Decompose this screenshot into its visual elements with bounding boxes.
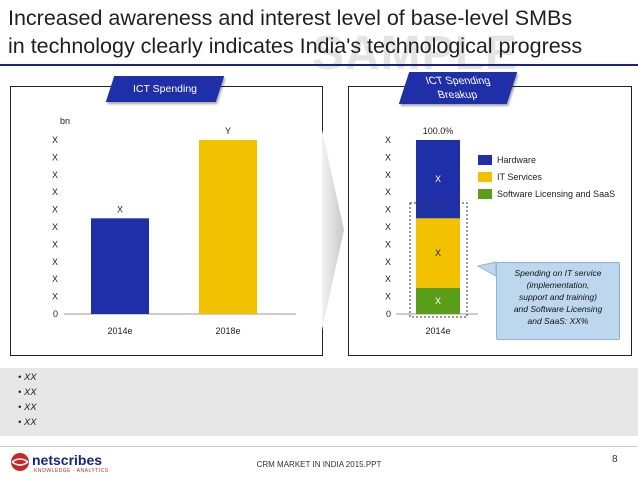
highlight-dashed-box: [409, 202, 468, 318]
right-y-tick-label: X: [385, 239, 391, 249]
left-y-tick-label: X: [52, 152, 58, 162]
bullet-item: • XX: [18, 372, 37, 383]
left-y-tick-label: X: [52, 205, 58, 215]
right-y-tick-label: X: [385, 187, 391, 197]
left-x-tick-label: 2018e: [215, 326, 240, 336]
legend-item: Software Licensing and SaaS: [478, 186, 628, 202]
left-y-tick-label: X: [52, 274, 58, 284]
left-chart-ylabel: bn: [60, 116, 71, 126]
left-x-tick-label: 2014e: [107, 326, 132, 336]
bullet-item: • XX: [18, 402, 37, 413]
callout-line-4: and Software Licensing: [513, 304, 603, 314]
legend-swatch: [478, 172, 492, 182]
legend-label: Hardware: [497, 155, 537, 165]
globe-icon: [11, 453, 29, 471]
left-y-tick-label: X: [52, 257, 58, 267]
legend-label: Software Licensing and SaaS: [497, 189, 616, 199]
right-y-tick-label: X: [385, 257, 391, 267]
right-y-tick-label: X: [385, 292, 391, 302]
right-segment-software-licensing-and-saas: [416, 287, 460, 314]
footer-document-name: CRM MARKET IN INDIA 2015.PPT: [256, 460, 382, 469]
netscribes-logo: netscribes KNOWLEDGE · ANALYTICS: [10, 451, 130, 475]
left-bar-2014e: [91, 218, 149, 314]
logo-text: netscribes: [32, 452, 103, 468]
legend-swatch: [478, 189, 492, 199]
bullet-item: • XX: [18, 417, 37, 428]
title-divider: [0, 64, 638, 66]
left-y-tick-label: X: [52, 170, 58, 180]
callout-line-5: and SaaS: XX%: [527, 316, 589, 326]
left-y-tick-label: X: [52, 187, 58, 197]
callout-line-1: Spending on IT service: [514, 268, 602, 278]
callout-line-2: (implementation,: [526, 280, 590, 290]
legend-item: Hardware: [478, 152, 628, 168]
page-number: 8: [612, 454, 618, 465]
right-segment-label: X: [435, 248, 441, 258]
right-y-tick-label: 0: [386, 309, 391, 319]
right-y-tick-label: X: [385, 135, 391, 145]
title-line-2: in technology clearly indicates India's …: [8, 34, 583, 58]
notes-bullet-box: • XX • XX • XX • XX: [0, 368, 638, 436]
legend-swatch: [478, 155, 492, 165]
right-y-tick-label: X: [385, 152, 391, 162]
right-total-label: 100.0%: [423, 126, 454, 136]
legend-label: IT Services: [497, 172, 542, 182]
right-segment-hardware: [416, 140, 460, 219]
logo-tagline: KNOWLEDGE · ANALYTICS: [34, 468, 109, 474]
left-bar-2018e: [199, 140, 257, 314]
right-y-tick-label: X: [385, 170, 391, 180]
left-bar-data-label: Y: [225, 126, 231, 136]
right-y-tick-label: X: [385, 205, 391, 215]
right-segment-label: X: [435, 296, 441, 306]
left-y-tick-label: X: [52, 292, 58, 302]
callout-line-3: support and training): [519, 292, 597, 302]
transition-arrow: [322, 130, 344, 330]
ict-spending-panel: [10, 86, 323, 356]
left-y-tick-label: 0: [53, 309, 58, 319]
sample-watermark: SAMPLE: [312, 27, 519, 80]
footer-divider: [0, 446, 638, 447]
left-bar-data-label: X: [117, 204, 123, 214]
title-line-1: Increased awareness and interest level o…: [8, 6, 573, 30]
right-segment-it-services: [416, 218, 460, 288]
left-y-tick-label: X: [52, 239, 58, 249]
legend-item: IT Services: [478, 169, 628, 185]
page-title: Increased awareness and interest level o…: [8, 4, 628, 60]
bullet-item: • XX: [18, 387, 37, 398]
right-segment-label: X: [435, 174, 441, 184]
left-y-tick-label: X: [52, 135, 58, 145]
service-share-callout: Spending on IT service (implementation, …: [496, 262, 620, 340]
right-y-tick-label: X: [385, 274, 391, 284]
left-y-tick-label: X: [52, 222, 58, 232]
right-y-tick-label: X: [385, 222, 391, 232]
chevron-right-icon: [322, 130, 344, 330]
right-legend: Hardware IT Services Software Licensing an…: [478, 152, 628, 203]
callout-pointer: [476, 261, 497, 277]
right-x-tick-label: 2014e: [425, 326, 450, 336]
